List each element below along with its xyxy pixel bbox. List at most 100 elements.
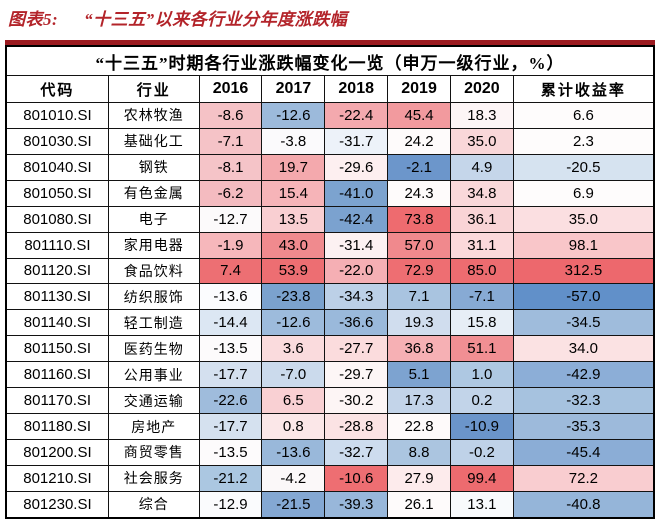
industry-cell: 有色金属 <box>107 179 200 207</box>
col-header-2020: 2020 <box>449 75 514 103</box>
code-cell: 801150.SI <box>5 335 109 363</box>
table-row: 801160.SI 公用事业 -17.7 -7.0 -29.7 5.1 1.0 -42.9 <box>5 361 655 389</box>
value-cell: -8.1 <box>198 153 263 181</box>
table-row: 801010.SI 农林牧渔 -8.6 -12.6 -22.4 45.4 18.3 6.6 <box>5 102 655 129</box>
col-header-2017: 2017 <box>261 75 326 103</box>
figure-caption: 图表5: “十三五”以来各行业分年度涨跌幅 <box>0 0 660 30</box>
value-cell: 13.5 <box>261 205 326 233</box>
col-header-industry: 行业 <box>107 75 200 103</box>
table-row: 801130.SI 纺织服饰 -13.6 -23.8 -34.3 7.1 -7.1 -57.0 <box>5 283 655 311</box>
value-cell: 43.0 <box>261 231 326 259</box>
table-title-row: “十三五”时期各行业涨跌幅变化一览（申万一级行业，%） <box>5 45 655 76</box>
value-cell: 17.3 <box>387 387 451 415</box>
table-row: 801140.SI 轻工制造 -14.4 -12.6 -36.6 19.3 15.8 -34.… <box>5 309 655 337</box>
value-cell: -0.2 <box>449 438 514 466</box>
value-cell: -22.6 <box>198 387 263 415</box>
figure-title: “十三五”以来各行业分年度涨跌幅 <box>84 10 348 29</box>
table-top-rule <box>5 40 655 45</box>
value-cell: -17.7 <box>198 413 263 440</box>
value-cell: 2.3 <box>512 127 655 155</box>
value-cell: -4.2 <box>261 464 326 492</box>
industry-cell: 食品饮料 <box>107 257 200 285</box>
col-header-cumulative-return: 累计收益率 <box>512 75 655 103</box>
code-cell: 801080.SI <box>5 205 109 233</box>
table-row: 801210.SI 社会服务 -21.2 -4.2 -10.6 27.9 99.4 72.2 <box>5 464 655 492</box>
value-cell: 0.2 <box>449 387 514 415</box>
value-cell: 8.8 <box>387 438 451 466</box>
value-cell: 24.2 <box>387 127 451 155</box>
code-cell: 801140.SI <box>5 309 109 337</box>
value-cell: -3.8 <box>261 127 326 155</box>
value-cell: 4.9 <box>449 153 514 181</box>
value-cell: 6.5 <box>261 387 326 415</box>
value-cell: 15.8 <box>449 309 514 337</box>
value-cell: -31.4 <box>324 231 389 259</box>
value-cell: -7.1 <box>449 283 514 311</box>
value-cell: -32.3 <box>512 387 655 415</box>
value-cell: -36.6 <box>324 309 389 337</box>
industry-cell: 基础化工 <box>107 127 200 155</box>
value-cell: 72.9 <box>387 257 451 285</box>
industry-cell: 综合 <box>107 490 200 519</box>
industry-cell: 商贸零售 <box>107 438 200 466</box>
value-cell: -29.6 <box>324 153 389 181</box>
industry-cell: 医药生物 <box>107 335 200 363</box>
industry-table-wrap: “十三五”时期各行业涨跌幅变化一览（申万一级行业，%） 代码 行业 2016 2017… <box>5 40 655 519</box>
value-cell: -42.4 <box>324 205 389 233</box>
col-header-code: 代码 <box>5 75 109 103</box>
value-cell: 19.7 <box>261 153 326 181</box>
value-cell: -45.4 <box>512 438 655 466</box>
col-header-2019: 2019 <box>387 75 451 103</box>
value-cell: -35.3 <box>512 413 655 440</box>
value-cell: -42.9 <box>512 361 655 389</box>
value-cell: 7.1 <box>387 283 451 311</box>
value-cell: -12.7 <box>198 205 263 233</box>
value-cell: -10.6 <box>324 464 389 492</box>
value-cell: -13.5 <box>198 335 263 363</box>
industry-cell: 交通运输 <box>107 387 200 415</box>
value-cell: -34.3 <box>324 283 389 311</box>
value-cell: -12.9 <box>198 490 263 519</box>
value-cell: 27.9 <box>387 464 451 492</box>
value-cell: 98.1 <box>512 231 655 259</box>
value-cell: -2.1 <box>387 153 451 181</box>
industry-cell: 电子 <box>107 205 200 233</box>
value-cell: -31.7 <box>324 127 389 155</box>
value-cell: -40.8 <box>512 490 655 519</box>
code-cell: 801010.SI <box>5 102 109 129</box>
code-cell: 801170.SI <box>5 387 109 415</box>
code-cell: 801040.SI <box>5 153 109 181</box>
table-row: 801110.SI 家用电器 -1.9 43.0 -31.4 57.0 31.1 98.1 <box>5 231 655 259</box>
value-cell: -13.6 <box>198 283 263 311</box>
value-cell: 34.8 <box>449 179 514 207</box>
industry-cell: 轻工制造 <box>107 309 200 337</box>
value-cell: -23.8 <box>261 283 326 311</box>
value-cell: 31.1 <box>449 231 514 259</box>
value-cell: -7.0 <box>261 361 326 389</box>
value-cell: 0.8 <box>261 413 326 440</box>
value-cell: -34.5 <box>512 309 655 337</box>
col-header-2016: 2016 <box>198 75 263 103</box>
table-row: 801050.SI 有色金属 -6.2 15.4 -41.0 24.3 34.8 6.9 <box>5 179 655 207</box>
value-cell: -57.0 <box>512 283 655 311</box>
table-row: 801180.SI 房地产 -17.7 0.8 -28.8 22.8 -10.9 -35.3 <box>5 413 655 440</box>
value-cell: -10.9 <box>449 413 514 440</box>
table-row: 801230.SI 综合 -12.9 -21.5 -39.3 26.1 13.1 -40.8 <box>5 490 655 519</box>
code-cell: 801050.SI <box>5 179 109 207</box>
code-cell: 801200.SI <box>5 438 109 466</box>
value-cell: -13.5 <box>198 438 263 466</box>
value-cell: -39.3 <box>324 490 389 519</box>
industry-cell: 钢铁 <box>107 153 200 181</box>
value-cell: 1.0 <box>449 361 514 389</box>
industry-cell: 房地产 <box>107 413 200 440</box>
value-cell: 99.4 <box>449 464 514 492</box>
value-cell: -27.7 <box>324 335 389 363</box>
code-cell: 801130.SI <box>5 283 109 311</box>
value-cell: -17.7 <box>198 361 263 389</box>
table-row: 801030.SI 基础化工 -7.1 -3.8 -31.7 24.2 35.0 2.3 <box>5 127 655 155</box>
value-cell: -6.2 <box>198 179 263 207</box>
value-cell: 5.1 <box>387 361 451 389</box>
value-cell: -22.4 <box>324 102 389 129</box>
value-cell: 35.0 <box>512 205 655 233</box>
